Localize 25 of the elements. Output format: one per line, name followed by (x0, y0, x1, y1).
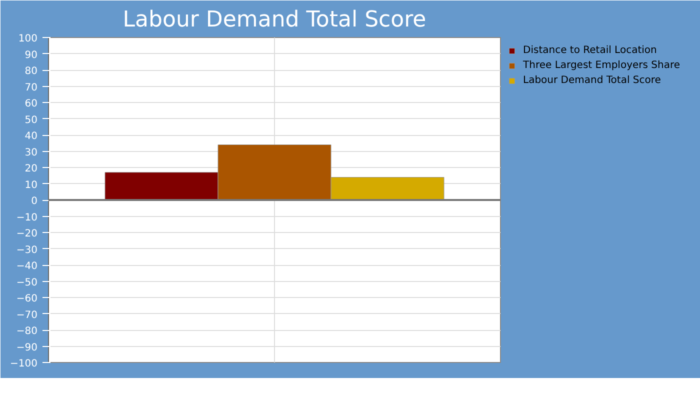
y-tick-label: 0 (31, 196, 38, 207)
y-tick-label: −30 (16, 244, 38, 256)
y-tick-label: 80 (24, 66, 38, 77)
chart-title: Labour Demand Total Score (122, 8, 426, 32)
legend-label: Labour Demand Total Score (523, 75, 661, 86)
y-tick-label: 40 (24, 131, 38, 142)
y-tick-label: −50 (16, 277, 38, 288)
y-tick-label: 20 (24, 164, 38, 174)
y-tick-label: −20 (16, 228, 38, 240)
y-tick-label: 100 (18, 34, 38, 44)
y-tick-label: 70 (24, 82, 38, 94)
y-tick-label: −70 (16, 310, 38, 321)
y-tick-label: 90 (24, 50, 38, 61)
y-tick-label: −10 (16, 212, 38, 224)
y-tick-label: −60 (16, 294, 38, 304)
y-tick-label: 10 (24, 180, 38, 191)
y-tick-label: −80 (16, 326, 38, 337)
legend-label: Three Largest Employers Share (523, 60, 680, 71)
y-tick-label: −90 (16, 342, 38, 354)
y-tick-label: 50 (24, 114, 38, 126)
y-tick-label: −40 (16, 261, 38, 272)
y-tick-label: 60 (24, 98, 38, 110)
legend-label: Distance to Retail Location (523, 45, 657, 56)
y-tick-label: 30 (24, 147, 38, 158)
y-tick-label: −100 (10, 358, 38, 370)
